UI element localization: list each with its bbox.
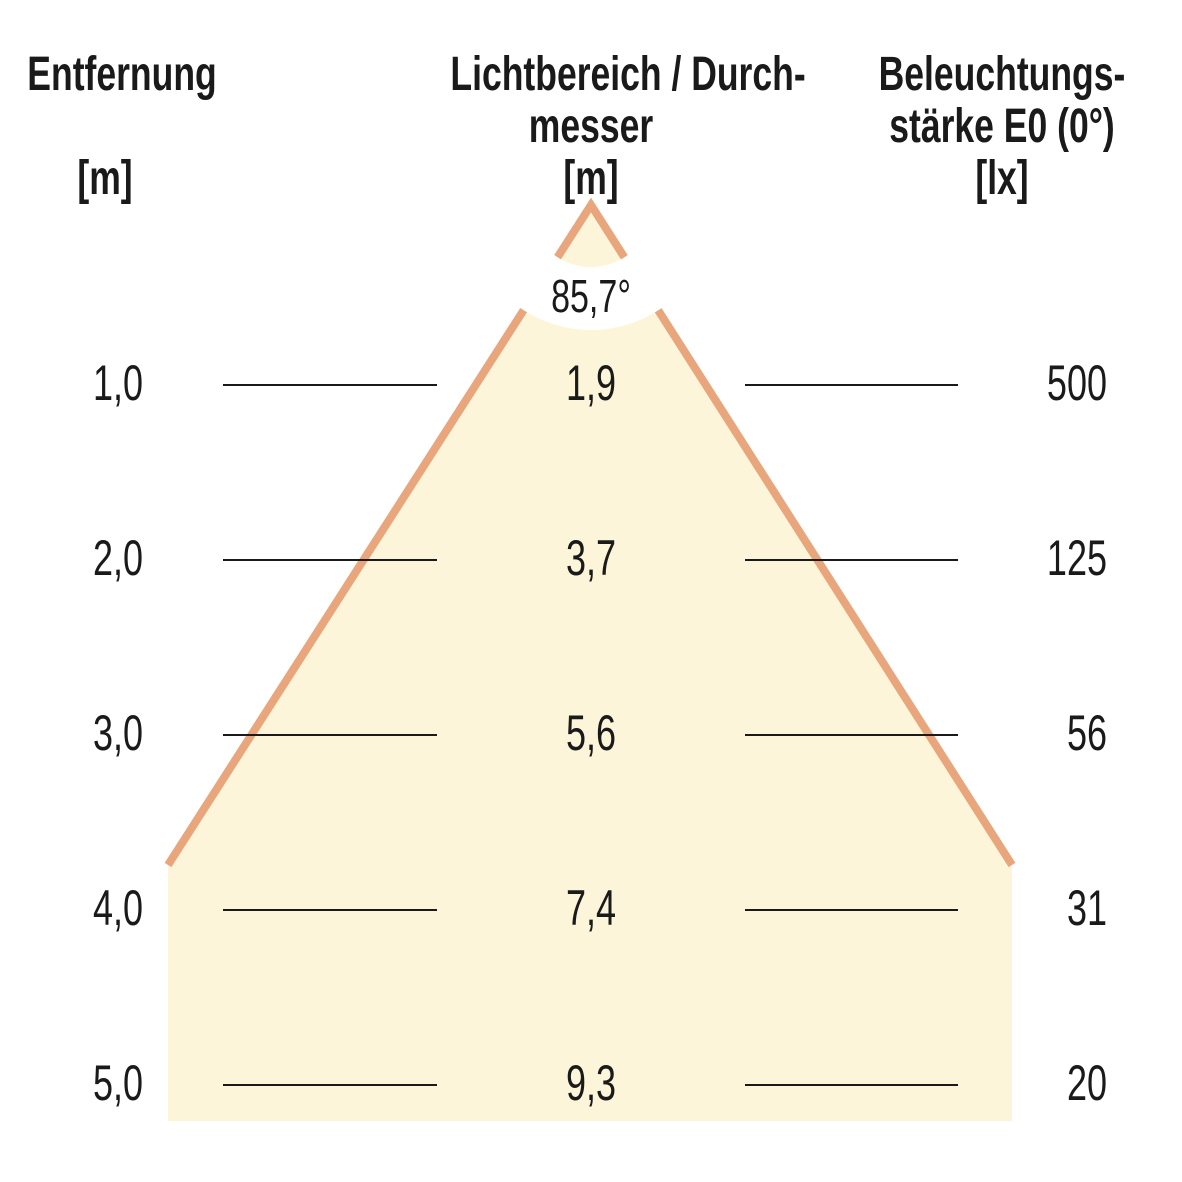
diameter-value: 7,4: [565, 880, 617, 936]
illuminance-value: 125: [1046, 530, 1107, 586]
diameter-value: 5,6: [565, 705, 617, 761]
distance-leader-line: [223, 384, 437, 386]
distance-column-title: Entfernung: [27, 48, 217, 101]
cone-outline: [164, 197, 1016, 868]
beam-angle-label: 85,7°: [551, 270, 631, 322]
distance-value: 4,0: [92, 880, 143, 936]
diameter-value: 9,3: [565, 1055, 617, 1111]
illuminance-column-title-line2: stärke E0 (0°): [889, 100, 1115, 153]
cone-fill: [168, 205, 1012, 1121]
illuminance-leader-line: [745, 384, 958, 386]
illuminance-column-unit: [lx]: [975, 152, 1029, 205]
angle-arc-band: [488, 240, 694, 331]
diameter-value: 1,9: [565, 355, 617, 411]
table-row: 4,0 7,4 31: [0, 883, 1182, 933]
distance-value: 1,0: [92, 355, 143, 411]
distance-value: 2,0: [92, 530, 143, 586]
distance-leader-line: [223, 734, 437, 736]
diameter-column-unit: [m]: [563, 152, 619, 205]
distance-leader-line: [223, 559, 437, 561]
illuminance-leader-line: [745, 1084, 958, 1086]
illuminance-leader-line: [745, 559, 958, 561]
illuminance-leader-line: [745, 909, 958, 911]
table-row: 3,0 5,6 56: [0, 708, 1182, 758]
distance-value: 3,0: [92, 705, 143, 761]
diameter-value: 3,7: [565, 530, 617, 586]
table-row: 5,0 9,3 20: [0, 1058, 1182, 1108]
illuminance-value: 31: [1066, 880, 1107, 936]
illuminance-value: 20: [1066, 1055, 1107, 1111]
table-row: 2,0 3,7 125: [0, 533, 1182, 583]
illuminance-value: 56: [1066, 705, 1107, 761]
illuminance-column-title-line1: Beleuchtungs-: [878, 48, 1126, 101]
table-row: 1,0 1,9 500: [0, 358, 1182, 408]
illuminance-leader-line: [745, 734, 958, 736]
distance-leader-line: [223, 909, 437, 911]
distance-column-unit: [m]: [77, 152, 133, 205]
distance-leader-line: [223, 1084, 437, 1086]
illuminance-value: 500: [1046, 355, 1107, 411]
diameter-column-title-line1: Lichtbereich / Durch-: [450, 48, 806, 101]
diameter-column-title-line2: messer: [528, 100, 654, 153]
distance-value: 5,0: [92, 1055, 143, 1111]
